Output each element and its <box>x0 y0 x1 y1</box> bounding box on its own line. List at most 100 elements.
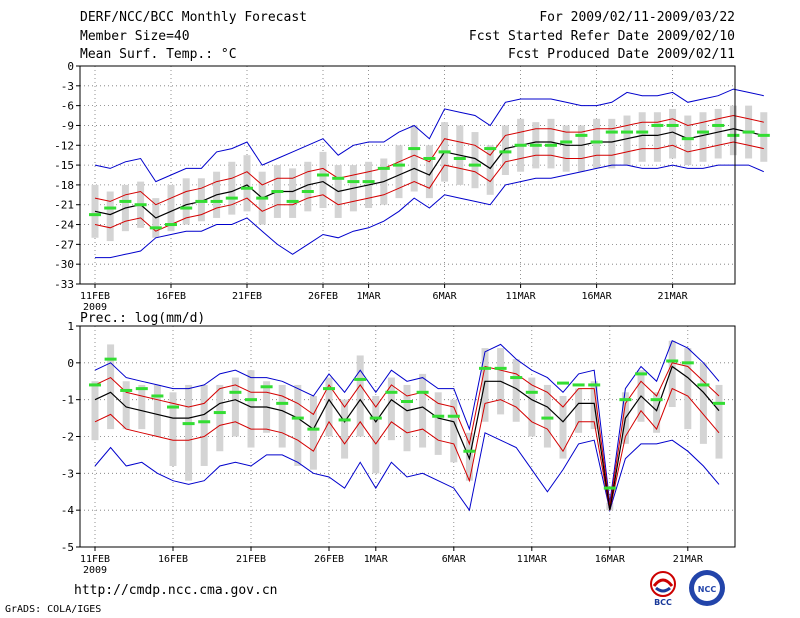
prec-upper-line <box>94 362 720 507</box>
prec-spread-box <box>356 355 364 437</box>
temp-spread-box <box>182 178 190 225</box>
temp-spread-box <box>699 112 707 162</box>
prec-spread-box <box>91 381 99 441</box>
prec-spread-box <box>715 384 723 459</box>
prec-spread-box <box>481 348 489 422</box>
temp-observed-marker <box>423 156 436 160</box>
temp-spread-box <box>669 108 677 159</box>
forecast-produced-date-label: Fcst Produced Date 2009/02/11 <box>508 47 735 62</box>
temp-observed-marker <box>757 133 770 137</box>
temp-spread-box <box>197 178 205 222</box>
prec-observed-marker <box>213 411 226 415</box>
prec-spread-box <box>403 384 411 452</box>
prec-spread-box <box>434 392 442 455</box>
prec-observed-marker <box>276 401 289 405</box>
prec-observed-marker <box>697 383 710 387</box>
prec-spread-box <box>185 384 193 481</box>
temp-xtick-label: 21MAR <box>658 291 689 302</box>
forecast-start-date-label: Fcst Started Refer Date 2009/02/10 <box>468 29 735 44</box>
prec-spread-box <box>528 377 536 437</box>
prec-xtick-label: 26FEB <box>314 554 344 565</box>
temp-ytick-label: -30 <box>54 258 74 271</box>
prec-observed-marker <box>525 390 538 394</box>
prec-ytick-label: -4 <box>61 504 75 517</box>
prec-observed-marker <box>338 418 351 422</box>
prec-ytick-label: 0 <box>67 357 74 370</box>
prec-xtick-label: 11FEB <box>80 554 110 565</box>
temp-observed-marker <box>256 196 269 200</box>
prec-observed-marker <box>89 383 101 387</box>
prec-spread-box <box>419 373 427 448</box>
prec-spread-box <box>122 381 130 430</box>
prec-observed-marker <box>307 427 320 431</box>
temp-observed-marker <box>149 226 162 230</box>
member-size-label: Member Size=40 <box>80 29 190 44</box>
temp-ytick-label: -21 <box>54 199 74 212</box>
temp-observed-marker <box>134 203 147 207</box>
temp-spread-box <box>304 161 312 212</box>
prec-spread-box <box>668 340 676 408</box>
prec-spread-box <box>200 384 208 466</box>
ncc-logo-text: NCC <box>698 585 717 594</box>
temp-spread-box <box>729 105 737 156</box>
temp-spread-box <box>106 191 114 242</box>
temp-observed-marker <box>165 223 177 227</box>
prec-observed-marker <box>619 398 632 402</box>
temp-spread-box <box>593 118 601 169</box>
temp-plot-frame <box>79 65 736 285</box>
temp-observed-marker <box>317 173 329 177</box>
prec-observed-marker <box>588 383 601 387</box>
temp-xtick-label: 16MAR <box>582 291 613 302</box>
chart-title: DERF/NCC/BCC Monthly Forecast <box>80 10 307 25</box>
temp-spread-box <box>289 168 297 218</box>
prec-spread-box <box>387 377 395 441</box>
temp-ytick-label: -6 <box>61 100 74 113</box>
prec-spread-box <box>153 384 161 437</box>
temp-upper-line <box>94 114 764 206</box>
prec-observed-marker <box>681 361 694 365</box>
temp-spread-box <box>410 125 418 192</box>
temp-spread-box <box>547 118 555 169</box>
bcc-logo-text: BCC <box>654 598 672 607</box>
prec-mean-line <box>94 365 720 511</box>
temp-observed-marker <box>408 147 421 151</box>
prec-observed-marker <box>104 357 117 361</box>
prec-observed-marker <box>666 359 679 363</box>
temp-ytick-label: -12 <box>54 139 74 152</box>
prec-observed-marker <box>182 422 195 426</box>
prec-observed-marker <box>447 414 460 418</box>
prec-plot-frame <box>79 325 736 548</box>
temp-observed-marker <box>301 190 314 194</box>
temp-spread-box <box>425 145 433 199</box>
precipitation-variable-label: Prec.: log(mm/d) <box>80 311 206 326</box>
prec-observed-marker <box>120 388 133 392</box>
temperature-variable-label: Mean Surf. Temp.: °C <box>80 47 237 62</box>
prec-spread-box <box>278 384 286 448</box>
prec-xtick-label: 6MAR <box>442 554 467 565</box>
temp-observed-marker <box>393 163 405 167</box>
temp-observed-marker <box>529 143 542 147</box>
prec-xtick-label: 16FEB <box>158 554 188 565</box>
temp-observed-marker <box>89 213 101 217</box>
temp-observed-marker <box>119 199 132 203</box>
temp-observed-marker <box>727 133 740 137</box>
temp-observed-marker <box>742 130 755 134</box>
prec-spread-box <box>543 384 551 448</box>
prec-observed-marker <box>369 416 382 420</box>
prec-observed-marker <box>416 390 429 394</box>
prec-ytick-label: 1 <box>67 320 74 333</box>
forecast-period-label: For 2009/02/11-2009/03/22 <box>539 10 735 25</box>
temp-min-line <box>95 164 764 259</box>
temp-spread-box <box>319 151 327 209</box>
temp-observed-marker <box>195 199 208 203</box>
temp-observed-marker <box>453 156 466 160</box>
prec-ytick-label: -3 <box>61 467 74 480</box>
temp-observed-marker <box>241 186 253 190</box>
prec-spread-box <box>341 399 349 459</box>
temp-observed-marker <box>332 176 345 180</box>
temp-observed-marker <box>469 163 481 167</box>
prec-observed-marker <box>557 381 569 385</box>
website-url[interactable]: http://cmdp.ncc.cma.gov.cn <box>74 583 278 598</box>
